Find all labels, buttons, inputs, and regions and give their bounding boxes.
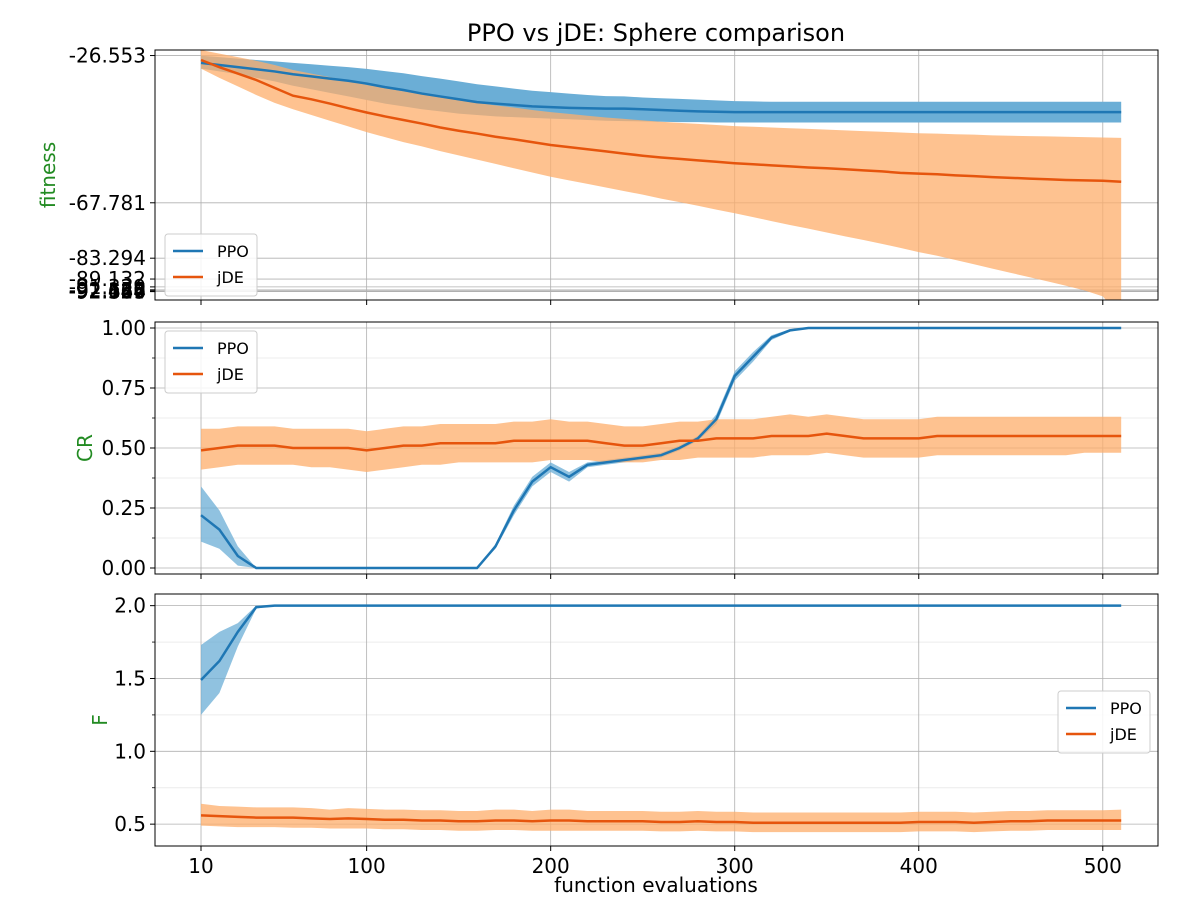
y-tick-label: -92.629 [69,280,146,304]
line-jde [200,432,1122,452]
x-tick-label: 100 [348,854,386,878]
y-tick-label: -89.132 [69,267,146,291]
x-tick-label: 200 [532,854,570,878]
y-tick-label: 2.0 [114,594,146,618]
y-tick-label: -92.156 [69,278,146,302]
cr-panel: 0.00 0.25 0.50 0.75 1.00 CR PPO jDE [73,316,1159,580]
line-ppo [200,61,1122,114]
x-tick-label: 10 [188,854,213,878]
legend-box [164,330,258,394]
x-tick-label: 500 [1084,854,1122,878]
legend-box [1057,690,1151,754]
y-tick-label: 0.75 [101,376,146,400]
line-ppo [200,326,1122,570]
band-jde [201,50,1122,300]
legend-label-ppo: PPO [217,339,249,358]
series-group [200,50,1122,300]
x-axis-label: function evaluations [554,873,758,897]
axes-frame [154,593,1159,847]
axes-frame [154,49,1159,301]
x-tick-label: 300 [716,854,754,878]
fitness-panel: -26.553 -67.781 -83.294-89.132-91.329-92.1… [36,44,1159,305]
legend-box [164,233,258,297]
y-tick-label: -92.646 [69,280,146,304]
legend-label-jde: jDE [216,268,244,287]
legend-label-jde: jDE [1109,725,1137,744]
line-jde [200,58,1122,184]
y-axis-label: F [88,714,112,726]
y-tick-label: 1.00 [101,316,146,340]
series-group [200,604,1122,833]
y-tick-label: -92.467 [69,279,146,303]
plot-area [155,594,1158,846]
y-tick-label: -91.329 [69,275,146,299]
x-tick-label: 400 [900,854,938,878]
chart-title: PPO vs jDE: Sphere comparison [467,19,845,47]
legend-label-ppo: PPO [217,242,249,261]
y-tick-label: 0.50 [101,436,146,460]
legend: PPO jDE [1057,690,1151,754]
line-ppo [200,604,1122,681]
legend-label-ppo: PPO [1110,699,1142,718]
y-tick-label: 0.5 [114,812,146,836]
y-tick-label: -92.584 [69,279,146,303]
y-tick-label: -67.781 [69,191,146,215]
y-tick-label: -83.294 [69,246,146,270]
y-axis-label: CR [73,434,97,462]
legend: PPO jDE [164,330,258,394]
y-tick-label: -26.553 [69,44,146,68]
legend-label-jde: jDE [216,365,244,384]
y-tick-label: 0.25 [101,496,146,520]
legend: PPO jDE [164,233,258,297]
y-tick-label: 1.0 [114,739,146,763]
band-jde [201,803,1122,833]
series-group [200,326,1122,570]
y-tick-label: 1.5 [114,666,146,690]
line-jde [200,814,1122,824]
y-axis-label: fitness [36,142,60,208]
y-tick-label: 0.00 [101,556,146,580]
f-panel: 0.5 1.0 1.5 2.0 10 100 200 300 400 500 F PPO jDE [88,593,1159,878]
